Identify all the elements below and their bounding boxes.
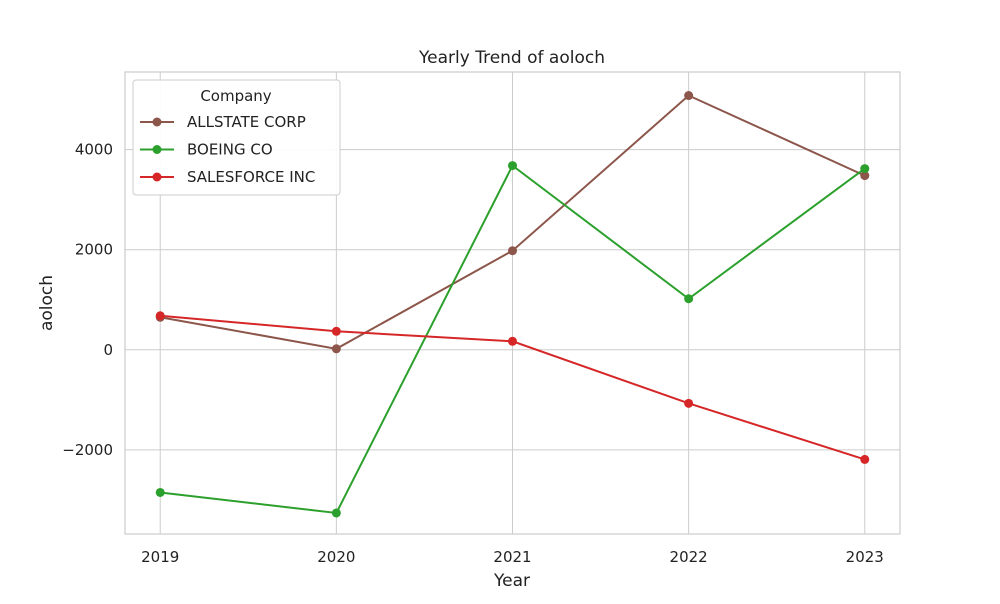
legend-entries: ALLSTATE CORP BOEING CO SALESFORCE INC [140,113,315,186]
data-point [155,487,165,497]
x-tick-label: 2022 [670,548,708,566]
data-point [331,326,341,336]
y-tick-label: 0 [103,341,113,359]
data-point [684,294,694,304]
data-point [508,161,517,171]
data-point [155,311,165,321]
data-point [331,508,341,518]
legend-label: SALESFORCE INC [187,168,315,186]
series-salesforce-inc [155,311,870,464]
legend-entry: SALESFORCE INC [140,168,315,186]
series-layer [155,91,870,518]
y-axis-label: aoloch [37,275,57,331]
legend-marker [152,172,162,182]
x-tick-label: 2019 [141,548,179,566]
x-tick-label: 2020 [317,548,355,566]
legend: Company ALLSTATE CORP BOEING CO SALESFORCE… [132,79,341,196]
legend-entry: ALLSTATE CORP [140,113,306,131]
data-point [860,171,870,181]
data-point [860,454,870,464]
legend-label: BOEING CO [187,141,273,159]
legend-box [132,79,341,196]
y-tick-label: 2000 [75,241,113,259]
data-point [684,398,694,408]
legend-entry: BOEING CO [140,141,273,159]
x-axis-label: Year [493,571,530,591]
legend-marker [152,145,162,154]
data-point [331,344,341,354]
legend-title: Company [200,87,271,105]
chart-title: Yearly Trend of aoloch [418,48,605,68]
y-tick-label: 4000 [75,141,113,159]
data-point [508,246,517,256]
series-boeing-co [155,161,870,518]
x-tick-label: 2023 [846,548,884,566]
tick-labels: 2019 2020 2021 2022 2023 −2000 0 2000 4000 [62,141,884,566]
data-point [508,336,517,346]
y-tick-label: −2000 [62,441,113,459]
legend-marker [152,117,162,127]
data-point [860,164,870,174]
legend-label: ALLSTATE CORP [187,113,306,131]
x-tick-label: 2021 [493,548,531,566]
data-point [684,91,694,101]
